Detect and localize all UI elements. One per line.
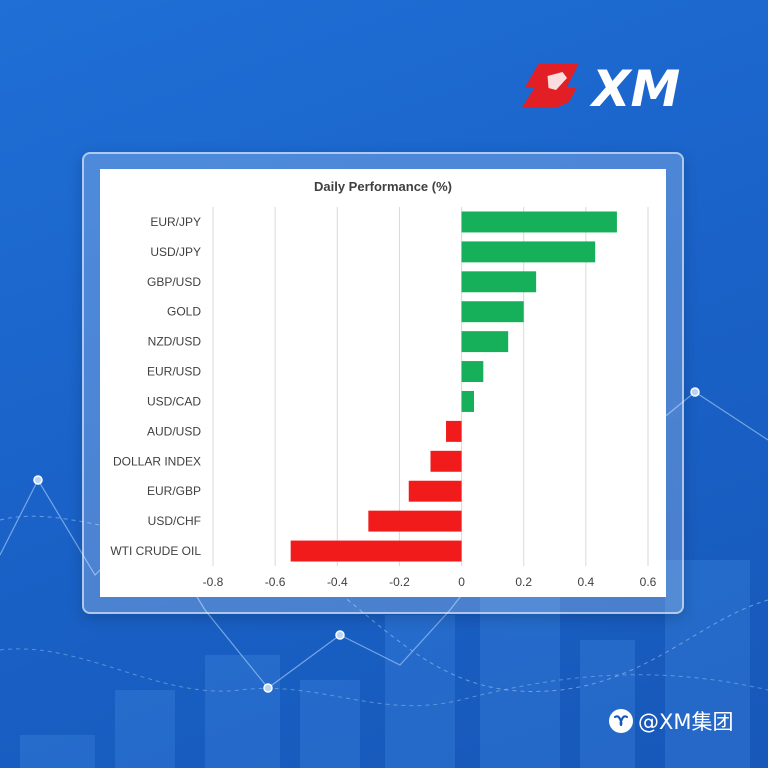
bar-chart: EUR/JPY USD/JPY GBP/USD GOLD NZD/USD EUR/USD U… — [110, 207, 657, 589]
bar-usd-cad — [461, 390, 474, 412]
x-tick-label: -0.6 — [265, 575, 286, 589]
chart-panel: Daily Performance (%) EUR/JPY USD/JPY GBP/… — [100, 169, 666, 597]
x-tick-label: -0.4 — [327, 575, 348, 589]
watermark: @XM集团 — [608, 706, 734, 736]
category-label: NZD/USD — [148, 335, 202, 349]
x-tick-label: -0.2 — [389, 575, 410, 589]
bar-eur-jpy — [461, 211, 617, 233]
chart-frame: Daily Performance (%) EUR/JPY USD/JPY GBP/… — [82, 152, 684, 614]
category-label: USD/JPY — [150, 245, 201, 259]
chart-title: Daily Performance (%) — [314, 179, 452, 194]
bar-eur-usd — [461, 361, 484, 383]
wechat-channel-icon — [609, 709, 633, 733]
bar-usd-jpy — [461, 241, 596, 263]
category-label: AUD/USD — [147, 424, 201, 438]
bar-gold — [461, 301, 524, 323]
bar-usd-chf — [368, 510, 462, 532]
xm-logo: XM — [522, 60, 680, 114]
category-label: DOLLAR INDEX — [113, 454, 201, 468]
bar-eur-gbp — [408, 480, 462, 502]
bar-gbp-usd — [461, 271, 537, 293]
x-tick-label: 0.4 — [578, 575, 595, 589]
category-label: WTI CRUDE OIL — [110, 544, 201, 558]
bar-nzd-usd — [461, 331, 509, 353]
category-label: EUR/USD — [147, 365, 201, 379]
category-label: USD/CAD — [147, 394, 201, 408]
x-tick-label: 0.2 — [515, 575, 532, 589]
x-tick-label: 0.6 — [640, 575, 657, 589]
watermark-text: @XM集团 — [638, 710, 734, 734]
category-label: USD/CHF — [148, 514, 201, 528]
bar-aud-usd — [446, 420, 462, 442]
category-label: GBP/USD — [147, 275, 201, 289]
category-label: EUR/JPY — [150, 215, 201, 229]
category-label: GOLD — [167, 305, 201, 319]
category-label: EUR/GBP — [147, 484, 201, 498]
logo-text: XM — [589, 60, 680, 114]
bar-dollar-index — [430, 450, 462, 472]
x-tick-label: 0 — [458, 575, 465, 589]
x-tick-label: -0.8 — [203, 575, 224, 589]
bar-wti-crude-oil — [290, 540, 462, 562]
